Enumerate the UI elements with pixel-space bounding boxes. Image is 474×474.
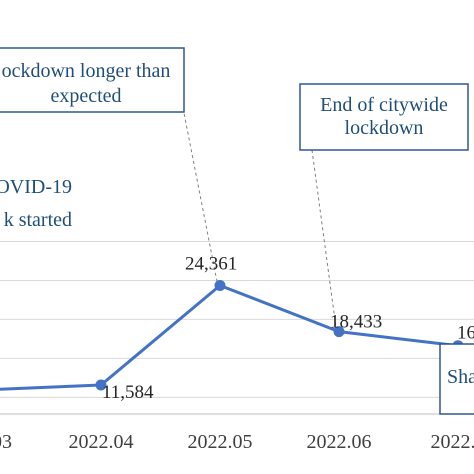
annotation-box-2022.07 <box>439 343 474 415</box>
gridlines <box>0 241 474 415</box>
x-axis: 03 2022.04 2022.05 2022.06 2022.0 <box>0 431 474 453</box>
x-tick-2022.07: 2022.0 <box>431 431 474 453</box>
annotation-connector-2022.06 <box>311 149 337 328</box>
data-point-2022.05 <box>214 279 226 291</box>
annotations-layer: COVID-19 k started ockdown longer than expe… <box>0 47 474 415</box>
data-point-2022.06 <box>333 326 345 338</box>
x-tick-2022.05: 2022.05 <box>188 431 253 453</box>
data-label-2022.07: 16,62 <box>457 323 474 344</box>
x-tick-2022.06: 2022.06 <box>307 431 372 453</box>
annotation-box-2022.06 <box>299 83 469 151</box>
data-label-2022.05: 24,361 <box>185 253 237 274</box>
annotation-text-2022.03-1: k started <box>4 209 72 231</box>
data-point-2022.04 <box>95 379 107 391</box>
x-tick-2022.04: 2022.04 <box>69 431 134 453</box>
annotation-text-2022.05-1: expected <box>50 85 121 107</box>
x-tick-2022.03: 03 <box>0 431 12 453</box>
annotation-text-2022.06-1: lockdown <box>345 117 424 139</box>
series-line <box>0 283 459 391</box>
annotation-text-2022.06-0: End of citywide <box>320 94 448 116</box>
series-layer <box>0 279 464 391</box>
annotation-text-2022.05-0: ockdown longer than <box>2 60 171 82</box>
data-label-2022.04: 11,584 <box>102 382 154 403</box>
annotation-text-2022.07-0: Sha <box>447 366 474 388</box>
annotation-text-2022.03-0: COVID-19 <box>0 176 72 198</box>
data-label-2022.06: 18,433 <box>330 312 382 333</box>
annotation-box-2022.05 <box>0 47 185 113</box>
